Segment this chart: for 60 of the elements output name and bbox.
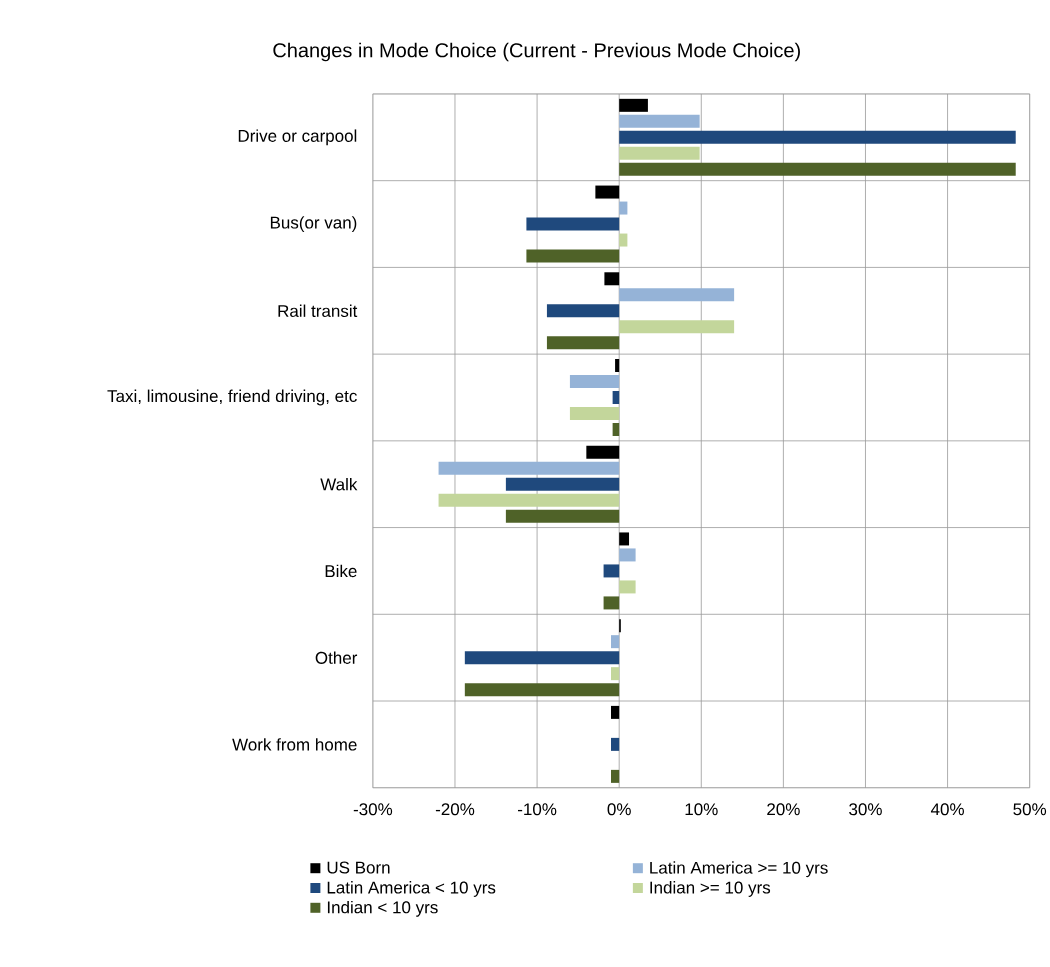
bar — [546, 336, 620, 350]
legend-label: Indian < 10 yrs — [327, 901, 438, 917]
x-tick-label: 0% — [607, 803, 631, 816]
bar — [569, 407, 620, 421]
bar — [619, 146, 700, 160]
bar — [619, 201, 628, 215]
bar — [619, 532, 630, 546]
bar — [612, 423, 620, 437]
bar — [610, 706, 620, 720]
bar — [505, 509, 620, 523]
x-tick-label: 40% — [930, 803, 964, 816]
bar — [619, 114, 700, 128]
bar — [610, 667, 620, 681]
bar — [603, 596, 620, 610]
x-tick-label: -30% — [353, 803, 393, 816]
legend-label: US Born — [327, 861, 390, 874]
y-tick-label: Other — [315, 651, 358, 665]
bar — [610, 635, 620, 649]
bar — [586, 445, 620, 459]
bar — [615, 359, 620, 373]
y-tick-label: Taxi, limousine, friend driving, etc — [107, 389, 357, 406]
chart-title: Changes in Mode Choice (Current - Previous Mode Choice) — [273, 42, 800, 62]
bar — [619, 548, 636, 562]
bar — [619, 320, 735, 334]
bar — [610, 738, 620, 752]
bar — [595, 185, 620, 199]
y-tick-label: Work from home — [232, 738, 357, 751]
y-tick-label: Bus(or van) — [270, 216, 357, 233]
bar — [619, 580, 636, 594]
bar — [619, 130, 1016, 144]
bar — [438, 461, 620, 475]
bar — [619, 288, 735, 302]
bar — [526, 217, 620, 231]
bar — [610, 770, 620, 784]
y-tick-label: Rail transit — [278, 304, 358, 318]
bar — [438, 493, 620, 507]
legend-label: Latin America >= 10 yrs — [650, 861, 828, 878]
bar — [505, 477, 620, 491]
y-tick-label: Bike — [325, 564, 357, 578]
bar — [619, 233, 628, 247]
bar — [464, 683, 620, 697]
bar — [569, 375, 620, 389]
x-tick-label: -20% — [435, 803, 475, 816]
bar — [464, 651, 620, 665]
x-tick-label: -10% — [518, 803, 557, 816]
bar — [603, 564, 620, 578]
legend-label: Latin America < 10 yrs — [327, 881, 496, 898]
bar — [546, 304, 620, 318]
x-tick-label: 50% — [1013, 803, 1047, 816]
bar — [619, 98, 648, 112]
y-tick-label: Drive or carpool — [238, 129, 357, 146]
y-tick-label: Walk — [320, 478, 358, 491]
bar — [612, 391, 620, 405]
x-tick-label: 20% — [767, 803, 800, 816]
bar — [604, 272, 620, 286]
bar — [526, 249, 620, 263]
bar — [619, 162, 1016, 176]
legend-label: Indian >= 10 yrs — [650, 881, 771, 898]
x-tick-label: 10% — [685, 803, 718, 816]
x-tick-label: 30% — [849, 803, 882, 816]
